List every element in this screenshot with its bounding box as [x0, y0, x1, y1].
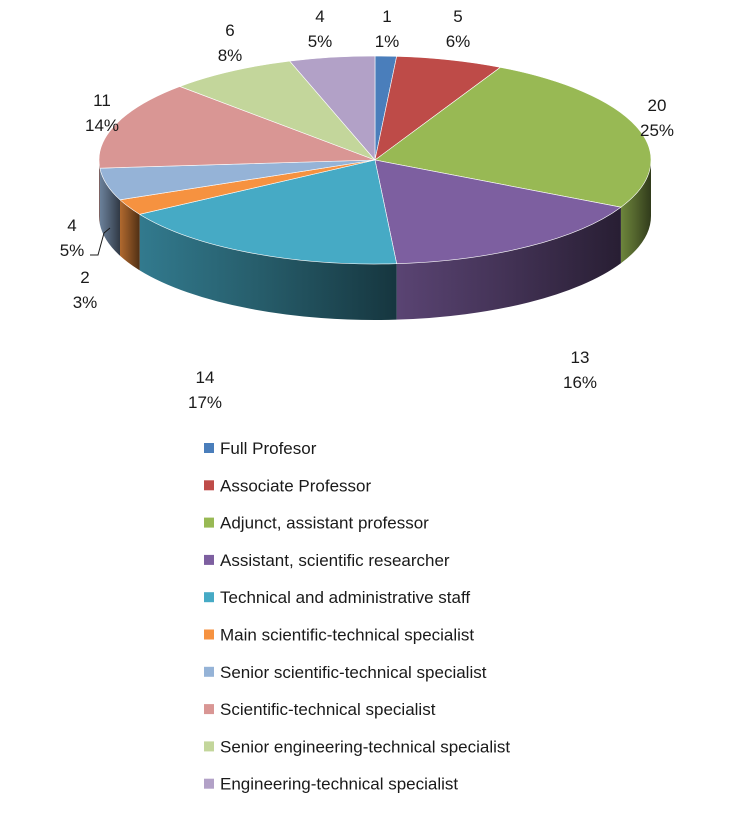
legend-label-2: Associate Professor — [220, 476, 372, 495]
slice-5 — [138, 159, 398, 265]
slice-side-5 — [139, 214, 397, 320]
slice-side-3 — [620, 160, 651, 264]
legend-label-5: Technical and administrative staff — [220, 588, 470, 607]
data-label-value-8: 11 — [93, 91, 111, 110]
data-label-percent-10: 5% — [308, 32, 333, 51]
legend-swatch-1 — [204, 443, 214, 453]
data-label-percent-9: 8% — [218, 46, 243, 65]
data-label-value-10: 4 — [315, 7, 324, 26]
data-label-percent-4: 16% — [563, 373, 597, 392]
legend-swatch-4 — [204, 554, 214, 565]
legend-swatch-2 — [204, 480, 214, 491]
slice-side-7 — [99, 168, 121, 256]
legend-label-4: Assistant, scientific researcher — [220, 551, 450, 570]
legend-label-9: Senior engineering-technical specialist — [220, 737, 510, 756]
data-label-value-5: 14 — [196, 368, 215, 387]
legend-label-6: Main scientific-technical specialist — [220, 626, 474, 645]
slice-10 — [289, 55, 376, 161]
data-label-value-6: 2 — [80, 268, 89, 287]
slice-side-8 — [99, 160, 100, 225]
legend-swatch-8 — [204, 704, 214, 715]
leader-line — [90, 227, 111, 256]
legend-swatch-3 — [204, 517, 214, 528]
legend-swatch-10 — [204, 778, 214, 789]
data-label-value-7: 4 — [67, 216, 76, 235]
slice-side-4 — [396, 207, 621, 320]
slice-4 — [374, 159, 622, 264]
legend-swatch-5 — [204, 592, 214, 603]
data-label-percent-8: 14% — [85, 116, 119, 135]
legend-label-8: Scientific-technical specialist — [220, 700, 436, 719]
data-label-percent-5: 17% — [188, 393, 222, 412]
data-label-value-4: 13 — [571, 348, 590, 367]
legend-swatch-6 — [204, 629, 214, 640]
data-label-percent-2: 6% — [446, 32, 471, 51]
legend-label-3: Adjunct, assistant professor — [220, 514, 429, 533]
legend-swatch-9 — [204, 741, 214, 752]
data-label-percent-6: 3% — [73, 293, 98, 312]
data-label-percent-1: 1% — [375, 32, 400, 51]
data-labels: 1 1% 5 6% 20 25% 13 16% 14 17% 2 3% 4 5% 11 14% 6 8% 4 5% — [60, 7, 674, 412]
data-label-value-2: 5 — [453, 7, 462, 26]
slice-3 — [374, 67, 652, 208]
pie-sides — [99, 160, 651, 320]
slice-9 — [178, 60, 376, 161]
data-label-percent-3: 25% — [640, 121, 674, 140]
slice-8 — [98, 86, 376, 169]
data-label-value-1: 1 — [382, 7, 391, 26]
legend: Full Profesor Associate Professor Adjunct,… — [204, 439, 510, 794]
pie-slices — [98, 55, 652, 265]
slice-side-6 — [120, 199, 140, 271]
legend-label-7: Senior scientific-technical specialist — [220, 663, 487, 682]
legend-swatch-7 — [204, 666, 214, 677]
data-label-value-9: 6 — [225, 21, 234, 40]
legend-label-10: Engineering-technical specialist — [220, 775, 458, 794]
data-label-percent-7: 5% — [60, 241, 85, 260]
legend-label-1: Full Profesor — [220, 439, 317, 458]
data-label-value-3: 20 — [648, 96, 667, 115]
